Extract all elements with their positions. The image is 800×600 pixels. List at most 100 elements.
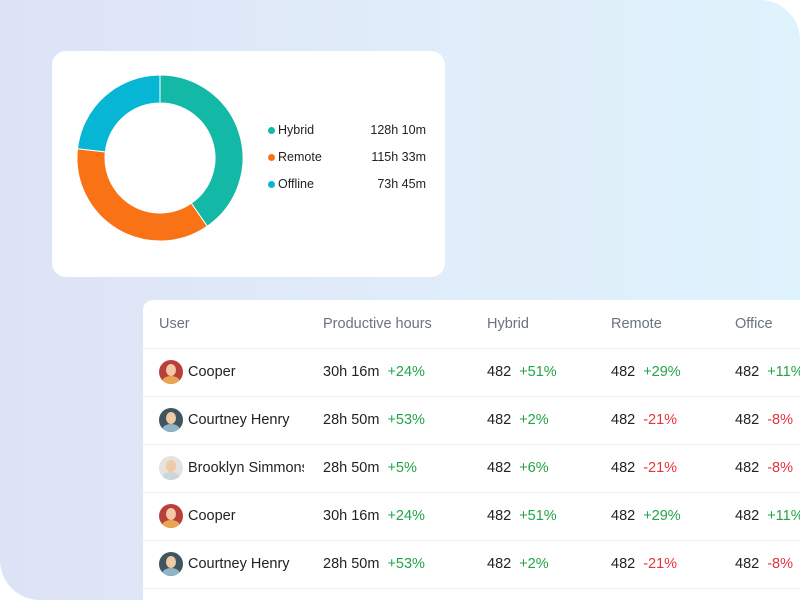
remote-cell: 482 -21% <box>611 412 677 428</box>
office-change: +11% <box>767 364 800 380</box>
remote-cell: 482 -21% <box>611 460 677 476</box>
avatar <box>159 408 183 432</box>
legend-dot-icon <box>268 154 275 161</box>
table-row[interactable]: Courtney Henry 28h 50m +53% 482 +2% 482 -21% 4… <box>143 396 800 445</box>
office-cell: 482 -8% <box>735 556 793 572</box>
legend-item: Offline 73h 45m <box>266 177 426 204</box>
office-cell: 482 -8% <box>735 412 793 428</box>
column-header[interactable]: Remote <box>611 316 662 332</box>
office-change: -8% <box>767 460 793 476</box>
remote-cell: 482 +29% <box>611 364 681 380</box>
table-row[interactable]: Brooklyn Simmons 28h 50m +5% 482 +6% 482 -21%… <box>143 444 800 493</box>
productive-cell: 28h 50m +53% <box>323 556 425 572</box>
donut-slice-offline <box>76 74 161 153</box>
remote-value: 482 <box>611 412 636 428</box>
column-header[interactable]: User <box>159 316 190 332</box>
productive-value: 28h 50m <box>323 556 380 572</box>
productive-value: 30h 16m <box>323 364 380 380</box>
avatar <box>159 552 183 576</box>
productive-change: +24% <box>387 364 425 380</box>
hybrid-value: 482 <box>487 364 512 380</box>
user-name: Courtney Henry <box>188 556 290 572</box>
office-value: 482 <box>735 508 760 524</box>
productive-cell: 30h 16m +24% <box>323 508 425 524</box>
column-header[interactable]: Productive hours <box>323 316 432 332</box>
legend-dot-icon <box>268 181 275 188</box>
legend-item: Remote 115h 33m <box>266 150 426 177</box>
productive-change: +5% <box>387 460 417 476</box>
user-cell: Courtney Henry <box>159 552 304 576</box>
user-cell: Brooklyn Simmons <box>159 456 304 480</box>
legend-value: 73h 45m <box>377 177 426 191</box>
hybrid-change: +6% <box>519 460 549 476</box>
legend-label: Offline <box>278 177 314 191</box>
user-name: Cooper <box>188 508 236 524</box>
donut-chart <box>76 74 244 242</box>
productive-cell: 28h 50m +5% <box>323 460 417 476</box>
legend-item: Hybrid 128h 10m <box>266 123 426 150</box>
productive-change: +53% <box>387 412 425 428</box>
user-cell: Cooper <box>159 360 304 384</box>
table-row[interactable]: Cooper 30h 16m +24% 482 +51% 482 +29% 482 +11% <box>143 492 800 541</box>
remote-change: +29% <box>643 364 681 380</box>
hybrid-value: 482 <box>487 460 512 476</box>
office-cell: 482 +11% <box>735 508 800 524</box>
office-change: -8% <box>767 412 793 428</box>
remote-value: 482 <box>611 364 636 380</box>
user-name: Brooklyn Simmons <box>188 460 304 476</box>
table-row[interactable]: Courtney Henry 28h 50m +53% 482 +2% 482 -21% 4… <box>143 540 800 589</box>
legend-value: 128h 10m <box>370 123 426 137</box>
hybrid-cell: 482 +51% <box>487 508 557 524</box>
avatar <box>159 360 183 384</box>
remote-change: +29% <box>643 508 681 524</box>
remote-value: 482 <box>611 508 636 524</box>
donut-slice-remote <box>76 148 208 242</box>
productive-value: 30h 16m <box>323 508 380 524</box>
hybrid-change: +2% <box>519 556 549 572</box>
table-row[interactable]: Cooper 30h 16m +24% 482 +51% 482 +29% 482 +11% <box>143 348 800 397</box>
office-value: 482 <box>735 556 760 572</box>
productive-value: 28h 50m <box>323 460 380 476</box>
hybrid-value: 482 <box>487 556 512 572</box>
productive-change: +53% <box>387 556 425 572</box>
remote-change: -21% <box>643 460 678 476</box>
hybrid-change: +51% <box>519 364 557 380</box>
productive-change: +24% <box>387 508 425 524</box>
remote-cell: 482 +29% <box>611 508 681 524</box>
office-change: -8% <box>767 556 793 572</box>
hybrid-value: 482 <box>487 508 512 524</box>
hybrid-cell: 482 +2% <box>487 556 549 572</box>
column-header[interactable]: Office <box>735 316 773 332</box>
remote-value: 482 <box>611 556 636 572</box>
donut-slice-hybrid <box>159 74 244 227</box>
remote-change: -21% <box>643 412 678 428</box>
office-value: 482 <box>735 460 760 476</box>
users-table: User Productive hours Hybrid Remote Office C… <box>143 300 800 600</box>
legend-label: Hybrid <box>278 123 315 137</box>
user-name: Courtney Henry <box>188 412 290 428</box>
user-cell: Cooper <box>159 504 304 528</box>
office-value: 482 <box>735 364 760 380</box>
hybrid-cell: 482 +6% <box>487 460 549 476</box>
user-name: Cooper <box>188 364 236 380</box>
office-cell: 482 -8% <box>735 460 793 476</box>
legend-label: Remote <box>278 150 322 164</box>
remote-value: 482 <box>611 460 636 476</box>
productive-value: 28h 50m <box>323 412 380 428</box>
office-value: 482 <box>735 412 760 428</box>
hybrid-cell: 482 +51% <box>487 364 557 380</box>
hybrid-change: +2% <box>519 412 549 428</box>
table-header: User Productive hours Hybrid Remote Office <box>143 300 800 349</box>
avatar <box>159 456 183 480</box>
user-cell: Courtney Henry <box>159 408 304 432</box>
chart-legend: Hybrid 128h 10m Remote 115h 33m Offline … <box>266 123 426 204</box>
hybrid-cell: 482 +2% <box>487 412 549 428</box>
productive-cell: 30h 16m +24% <box>323 364 425 380</box>
legend-value: 115h 33m <box>371 150 426 164</box>
remote-change: -21% <box>643 556 678 572</box>
office-cell: 482 +11% <box>735 364 800 380</box>
avatar <box>159 504 183 528</box>
column-header[interactable]: Hybrid <box>487 316 529 332</box>
time-distribution-card: Hybrid 128h 10m Remote 115h 33m Offline … <box>52 51 445 277</box>
